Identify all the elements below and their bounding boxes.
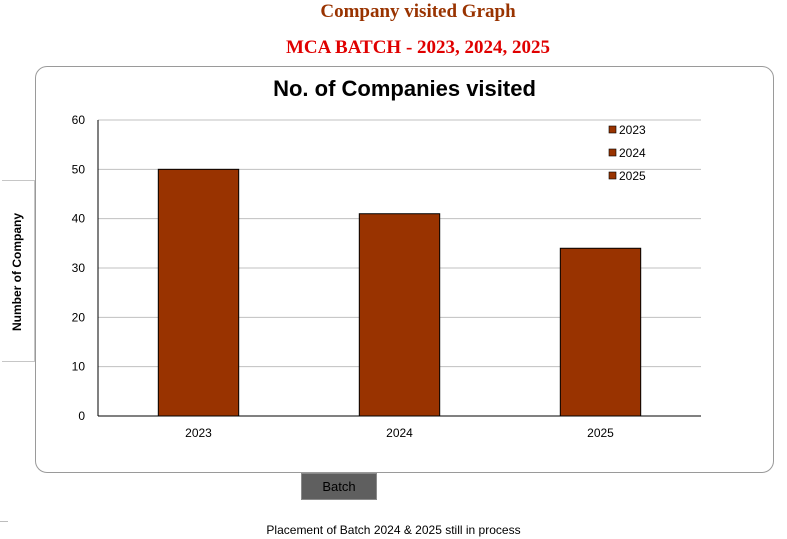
y-tick-label: 10	[72, 360, 86, 374]
x-tick-label: 2025	[587, 426, 614, 440]
legend-label: 2024	[619, 146, 646, 160]
y-axis-title-box	[2, 180, 35, 362]
x-axis-title-box	[301, 473, 377, 500]
bar	[358, 213, 441, 417]
divider	[0, 521, 8, 522]
page-title: Company visited Graph	[320, 1, 516, 22]
y-tick-label: 50	[72, 162, 86, 176]
page-subtitle: MCA BATCH - 2023, 2024, 2025	[285, 37, 551, 58]
legend-label: 2025	[619, 169, 646, 183]
y-tick-label: 40	[72, 212, 86, 226]
footnote: Placement of Batch 2024 & 2025 still in …	[266, 523, 521, 537]
x-tick-label: 2024	[386, 426, 413, 440]
bar	[157, 168, 240, 417]
chart-title: No. of Companies visited	[273, 76, 536, 101]
y-tick-label: 30	[72, 261, 86, 275]
x-axis-title: Batch	[322, 479, 356, 494]
legend-swatch	[608, 171, 617, 180]
y-tick-label: 20	[72, 310, 86, 324]
legend-label: 2023	[619, 123, 646, 137]
legend-swatch	[608, 148, 617, 157]
y-tick-label: 60	[72, 113, 86, 127]
bar	[559, 247, 642, 417]
legend-swatch	[608, 125, 617, 134]
y-tick-label: 0	[78, 409, 85, 423]
x-tick-label: 2023	[185, 426, 212, 440]
